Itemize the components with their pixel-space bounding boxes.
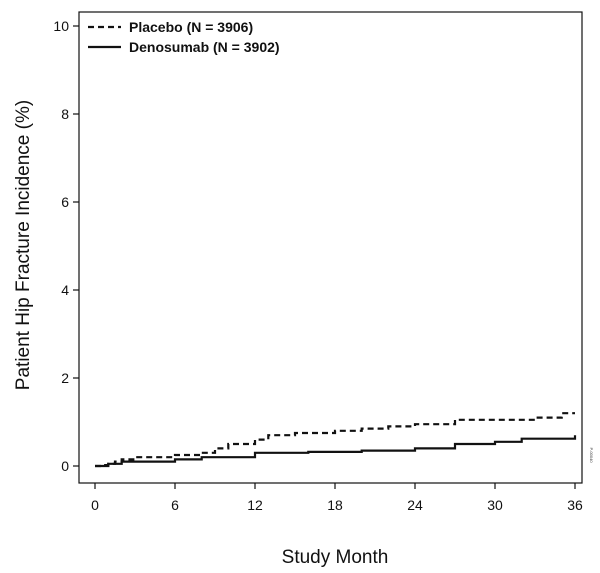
y-axis-title: Patient Hip Fracture Incidence (%) — [13, 100, 34, 390]
y-tick-label: 0 — [61, 458, 69, 474]
x-tick-label: 12 — [247, 497, 263, 513]
legend-label: Denosumab (N = 3902) — [129, 39, 280, 55]
legend: Placebo (N = 3906) Denosumab (N = 3902) — [88, 19, 280, 55]
x-tick-label: 30 — [487, 497, 503, 513]
x-axis-title: Study Month — [282, 547, 389, 568]
series-line-denosumab — [95, 435, 577, 468]
plot-area — [78, 11, 583, 484]
y-tick-label: 2 — [61, 370, 69, 386]
y-tick-label: 6 — [61, 194, 69, 210]
x-tick-label: 36 — [567, 497, 583, 513]
x-tick-label: 0 — [91, 497, 99, 513]
x-tick-label: 18 — [327, 497, 343, 513]
side-code-label: P-00040 — [589, 447, 594, 463]
y-tick-label: 4 — [61, 282, 69, 298]
x-tick-label: 24 — [407, 497, 423, 513]
y-axis: 0 2 4 6 8 10 — [53, 18, 79, 474]
series-line-placebo — [95, 412, 575, 468]
x-tick-label: 6 — [171, 497, 179, 513]
series-layer — [95, 412, 577, 468]
y-tick-label: 8 — [61, 106, 69, 122]
y-tick-label: 10 — [53, 18, 69, 34]
x-axis: 0 6 12 18 24 30 36 — [91, 483, 583, 513]
plot-border — [78, 11, 583, 484]
legend-label: Placebo (N = 3906) — [129, 19, 253, 35]
